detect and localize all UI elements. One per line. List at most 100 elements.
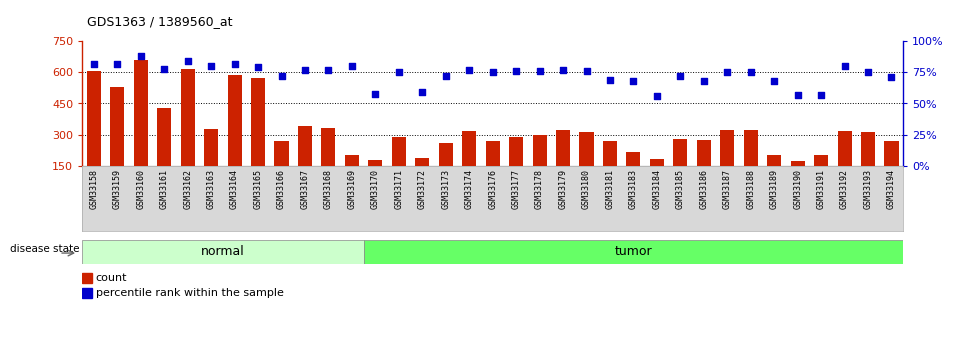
Bar [439, 143, 453, 166]
Text: GSM33160: GSM33160 [136, 169, 145, 209]
Text: tumor: tumor [614, 245, 652, 258]
Point [602, 77, 617, 83]
Bar [133, 60, 148, 166]
Point [414, 90, 430, 95]
Point [321, 67, 336, 73]
Bar [721, 130, 734, 166]
Point [532, 68, 548, 74]
Bar [82, 288, 92, 298]
Text: GSM33169: GSM33169 [348, 169, 356, 209]
Bar [603, 141, 617, 166]
Text: GSM33163: GSM33163 [207, 169, 215, 209]
Point [273, 73, 289, 79]
Point [298, 67, 313, 73]
Text: GSM33192: GSM33192 [840, 169, 849, 209]
Bar [861, 132, 875, 166]
Point [109, 61, 125, 67]
Bar [368, 160, 383, 166]
Text: GSM33183: GSM33183 [629, 169, 638, 209]
Bar [790, 161, 805, 166]
Bar [744, 130, 757, 166]
Point [720, 70, 735, 75]
Point [696, 78, 712, 84]
Text: GSM33187: GSM33187 [723, 169, 732, 209]
Bar [322, 128, 335, 166]
Point [555, 67, 571, 73]
Point [86, 61, 101, 67]
Text: GSM33179: GSM33179 [558, 169, 568, 209]
Bar [650, 159, 664, 166]
Bar [532, 135, 547, 166]
Point [743, 70, 758, 75]
Bar [673, 139, 688, 166]
Bar [885, 141, 898, 166]
Text: GSM33161: GSM33161 [159, 169, 169, 209]
Bar [556, 130, 570, 166]
Point [837, 63, 852, 69]
Point [485, 70, 500, 75]
Point [250, 65, 266, 70]
Point [133, 53, 149, 59]
Bar [82, 273, 92, 283]
Bar [696, 140, 711, 166]
Text: percentile rank within the sample: percentile rank within the sample [96, 288, 283, 298]
Text: GSM33165: GSM33165 [253, 169, 263, 209]
Text: GSM33166: GSM33166 [277, 169, 286, 209]
Bar [838, 131, 852, 166]
Bar [580, 132, 593, 166]
Point [391, 70, 407, 75]
Bar [363, 240, 903, 264]
Point [180, 59, 195, 64]
Text: GDS1363 / 1389560_at: GDS1363 / 1389560_at [87, 14, 233, 28]
Text: GSM33174: GSM33174 [465, 169, 473, 209]
Text: GSM33164: GSM33164 [230, 169, 240, 209]
Text: GSM33193: GSM33193 [864, 169, 872, 209]
Bar [181, 69, 195, 166]
Text: GSM33184: GSM33184 [652, 169, 662, 209]
Point [344, 63, 359, 69]
Bar [415, 158, 429, 166]
Text: GSM33189: GSM33189 [770, 169, 779, 209]
Bar [204, 129, 218, 166]
Point [156, 66, 172, 71]
Bar [82, 240, 363, 264]
Text: GSM33158: GSM33158 [89, 169, 99, 209]
Text: GSM33191: GSM33191 [816, 169, 826, 209]
Bar [509, 137, 524, 166]
Text: GSM33159: GSM33159 [113, 169, 122, 209]
Text: GSM33190: GSM33190 [793, 169, 802, 209]
Bar [392, 137, 406, 166]
Text: count: count [96, 273, 128, 283]
Text: GSM33173: GSM33173 [441, 169, 450, 209]
Point [204, 63, 219, 69]
Text: GSM33181: GSM33181 [606, 169, 614, 209]
Bar [87, 71, 100, 166]
Text: disease state: disease state [11, 245, 80, 254]
Text: GSM33171: GSM33171 [394, 169, 404, 209]
Bar [626, 152, 640, 166]
Text: GSM33194: GSM33194 [887, 169, 896, 209]
Text: GSM33172: GSM33172 [417, 169, 427, 209]
Point [438, 73, 453, 79]
Bar [486, 141, 499, 166]
Point [766, 78, 781, 84]
Bar [110, 87, 125, 166]
Point [227, 61, 242, 67]
Point [813, 92, 829, 98]
Text: GSM33176: GSM33176 [488, 169, 497, 209]
Text: GSM33177: GSM33177 [512, 169, 521, 209]
Point [462, 67, 477, 73]
Point [579, 68, 594, 74]
Text: GSM33168: GSM33168 [324, 169, 333, 209]
Point [861, 70, 876, 75]
Text: GSM33188: GSM33188 [746, 169, 755, 209]
Bar [298, 126, 312, 166]
Point [884, 75, 899, 80]
Bar [345, 155, 359, 166]
Bar [767, 155, 781, 166]
Point [508, 68, 524, 74]
Bar [814, 155, 828, 166]
Text: GSM33180: GSM33180 [582, 169, 591, 209]
Point [672, 73, 688, 79]
Bar [251, 78, 265, 166]
